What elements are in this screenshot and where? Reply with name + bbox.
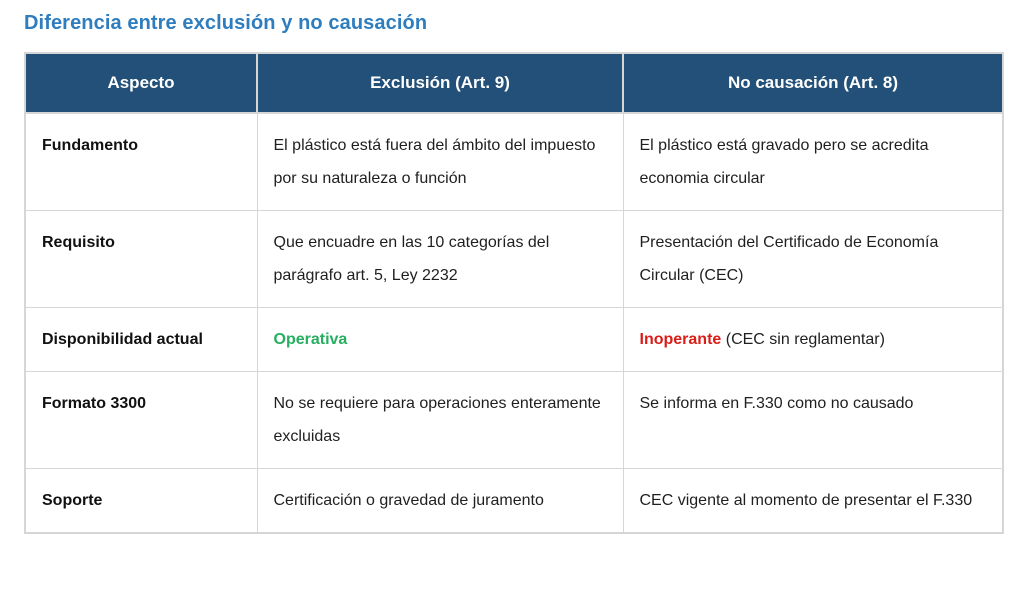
column-header-exclusion: Exclusión (Art. 9)	[256, 52, 624, 114]
cell-requisito-label: Requisito	[24, 210, 258, 308]
cell-soporte-exclusion: Certificación o gravedad de juramento	[256, 468, 624, 534]
cell-fundamento-label: Fundamento	[24, 112, 258, 211]
table-row-requisito: Requisito Que encuadre en las 10 categor…	[24, 210, 1004, 308]
table-row-fundamento: Fundamento El plástico está fuera del ám…	[24, 112, 1004, 211]
cell-fundamento-no-causacion: El plástico está gravado pero se acredit…	[622, 112, 1004, 211]
table-row-formato-3300: Formato 3300 No se requiere para operaci…	[24, 371, 1004, 469]
status-badge-operativa: Operativa	[273, 331, 348, 348]
comparison-table: Aspecto Exclusión (Art. 9) No causación …	[24, 52, 1004, 534]
column-header-aspecto: Aspecto	[24, 52, 258, 114]
status-badge-inoperante: Inoperante	[639, 331, 722, 348]
page-title: Diferencia entre exclusión y no causació…	[24, 12, 428, 34]
table-header-row: Aspecto Exclusión (Art. 9) No causación …	[24, 52, 1004, 114]
cell-requisito-exclusion: Que encuadre en las 10 categorías del pa…	[256, 210, 624, 308]
page: Diferencia entre exclusión y no causació…	[24, 12, 1004, 534]
cell-disponibilidad-label: Disponibilidad actual	[24, 307, 258, 372]
cell-formato-label: Formato 3300	[24, 371, 258, 469]
cell-disponibilidad-no-causacion: Inoperante (CEC sin reglamentar)	[622, 307, 1004, 372]
table-row-disponibilidad: Disponibilidad actual Operativa Inoperan…	[24, 307, 1004, 372]
cell-disponibilidad-exclusion: Operativa	[256, 307, 624, 372]
cell-formato-no-causacion: Se informa en F.330 como no causado	[622, 371, 1004, 469]
cell-soporte-label: Soporte	[24, 468, 258, 534]
column-header-no-causacion: No causación (Art. 8)	[622, 52, 1004, 114]
status-note: (CEC sin reglamentar)	[721, 331, 885, 348]
cell-soporte-no-causacion: CEC vigente al momento de presentar el F…	[622, 468, 1004, 534]
cell-requisito-no-causacion: Presentación del Certificado de Economía…	[622, 210, 1004, 308]
cell-fundamento-exclusion: El plástico está fuera del ámbito del im…	[256, 112, 624, 211]
cell-formato-exclusion: No se requiere para operaciones enterame…	[256, 371, 624, 469]
table-row-soporte: Soporte Certificación o gravedad de jura…	[24, 468, 1004, 534]
